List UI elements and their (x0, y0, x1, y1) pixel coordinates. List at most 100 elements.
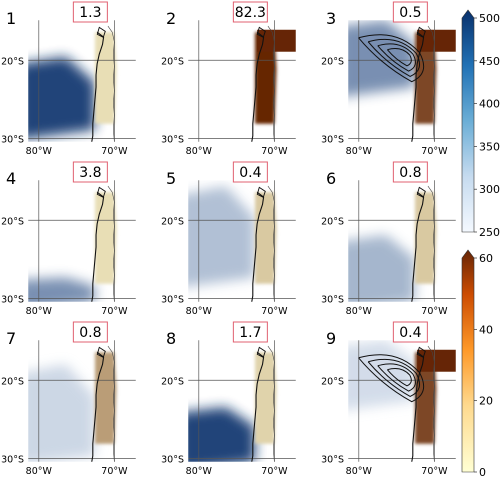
panel-number: 2 (166, 9, 176, 28)
panel-number: 6 (326, 169, 336, 188)
country-border (427, 185, 435, 302)
panel-value: 82.3 (235, 5, 266, 21)
lat-tick-label: 20°S (1, 376, 24, 387)
map-panel-7: 7 0.8 20°S 30°S80°W 70°W (1, 321, 137, 477)
colorbar-tick-label: 0 (479, 466, 486, 479)
ocean-field-3 (348, 20, 415, 96)
lat-tick-label: 20°S (1, 56, 24, 67)
ocean-field-8 (188, 407, 255, 462)
lat-tick-label: 30°S (321, 294, 344, 305)
lat-tick-label: 20°S (321, 376, 344, 387)
lat-tick-label: 30°S (161, 134, 184, 145)
ocean-field-6 (348, 234, 415, 302)
colorbar-tick-label: 450 (479, 55, 500, 68)
ocean-field-1 (28, 56, 95, 139)
ocean-field-4 (28, 277, 95, 302)
value-box (232, 321, 268, 343)
panel-number: 5 (166, 169, 176, 188)
value-box (392, 321, 428, 343)
value-box (392, 1, 428, 23)
country-border (267, 25, 275, 142)
lon-tick-label: 70°W (261, 146, 288, 157)
country-border (107, 185, 115, 302)
coastline (411, 351, 425, 462)
lon-tick-label: 80°W (346, 306, 373, 317)
map-panel-6: 6 0.8 20°S 30°S80°W 70°W (321, 161, 457, 317)
lake-outline (416, 346, 426, 358)
lake-outline (256, 346, 266, 358)
lon-tick-label: 80°W (26, 146, 53, 157)
coastline (91, 191, 105, 302)
coastline (91, 351, 105, 462)
panel-value: 3.8 (79, 165, 101, 181)
lon-tick-label: 70°W (421, 306, 448, 317)
map-panel-2: 2 82.3 20°S 30°S80°W 70°W (161, 1, 297, 157)
lake-outline (256, 186, 266, 198)
coastline (251, 351, 265, 462)
ocean-field-9 (348, 340, 415, 410)
coastline (411, 191, 425, 302)
lon-tick-label: 70°W (421, 146, 448, 157)
contour-line (386, 48, 412, 67)
contour-line (367, 38, 421, 77)
lon-tick-label: 70°W (101, 146, 128, 157)
map-panel-9: 9 0.4 20°S 30°S80°W 70°W (321, 321, 457, 477)
country-border (427, 25, 435, 142)
value-box (232, 161, 268, 183)
ocean-field-5 (188, 186, 255, 287)
lat-tick-label: 20°S (321, 56, 344, 67)
land-peak-9 (417, 349, 456, 372)
coastline (91, 31, 105, 142)
lat-tick-label: 20°S (1, 216, 24, 227)
land-field-8 (254, 352, 277, 444)
contour-line (377, 43, 416, 72)
coastline (411, 31, 425, 142)
lat-tick-label: 30°S (321, 454, 344, 465)
panel-value: 0.5 (399, 5, 421, 21)
lake-outline (96, 186, 106, 198)
lake-outline (96, 346, 106, 358)
lat-tick-label: 20°S (321, 216, 344, 227)
land-field-4 (94, 192, 117, 284)
lon-tick-label: 70°W (261, 466, 288, 477)
land-field-7 (94, 352, 117, 444)
contour-line (377, 363, 416, 392)
lon-tick-label: 80°W (346, 466, 373, 477)
lat-tick-label: 30°S (1, 134, 24, 145)
colorbar-tick-label: 20 (479, 395, 493, 408)
lon-tick-label: 80°W (186, 146, 213, 157)
panel-number: 7 (6, 329, 16, 348)
lon-tick-label: 80°W (26, 466, 53, 477)
lat-tick-label: 20°S (161, 216, 184, 227)
coastline (251, 191, 265, 302)
colorbar-orange: 0 20 40 60 (461, 249, 493, 479)
contour-line (358, 34, 425, 83)
contour-line (367, 358, 421, 397)
lon-tick-label: 80°W (346, 146, 373, 157)
colorbar-tick-label: 500 (479, 12, 500, 25)
panel-number: 4 (6, 169, 16, 188)
lon-tick-label: 80°W (186, 466, 213, 477)
colorbar-tick-label: 250 (479, 226, 500, 239)
lat-tick-label: 30°S (161, 294, 184, 305)
contour-line (358, 354, 425, 403)
panel-value: 1.3 (79, 5, 101, 21)
lat-tick-label: 30°S (1, 454, 24, 465)
lat-tick-label: 30°S (321, 134, 344, 145)
panel-number: 3 (326, 9, 336, 28)
colorbar-tick-label: 350 (479, 140, 500, 153)
lon-tick-label: 70°W (421, 466, 448, 477)
value-box (72, 1, 108, 23)
lon-tick-label: 70°W (261, 306, 288, 317)
lake-outline (416, 26, 426, 38)
coastline (251, 31, 265, 142)
map-panel-4: 4 3.8 20°S 30°S80°W 70°W (1, 161, 137, 317)
land-field-2 (254, 32, 277, 124)
colorbar-blue: 250 300 350 400 450 500 (461, 9, 500, 239)
land-field-5 (254, 192, 277, 284)
colorbar-fill (461, 9, 475, 233)
map-panel-5: 5 0.4 20°S 30°S80°W 70°W (161, 161, 297, 317)
ocean-field-7 (28, 364, 95, 462)
lake-outline (96, 26, 106, 38)
map-panel-8: 8 1.7 20°S 30°S80°W 70°W (161, 321, 297, 477)
